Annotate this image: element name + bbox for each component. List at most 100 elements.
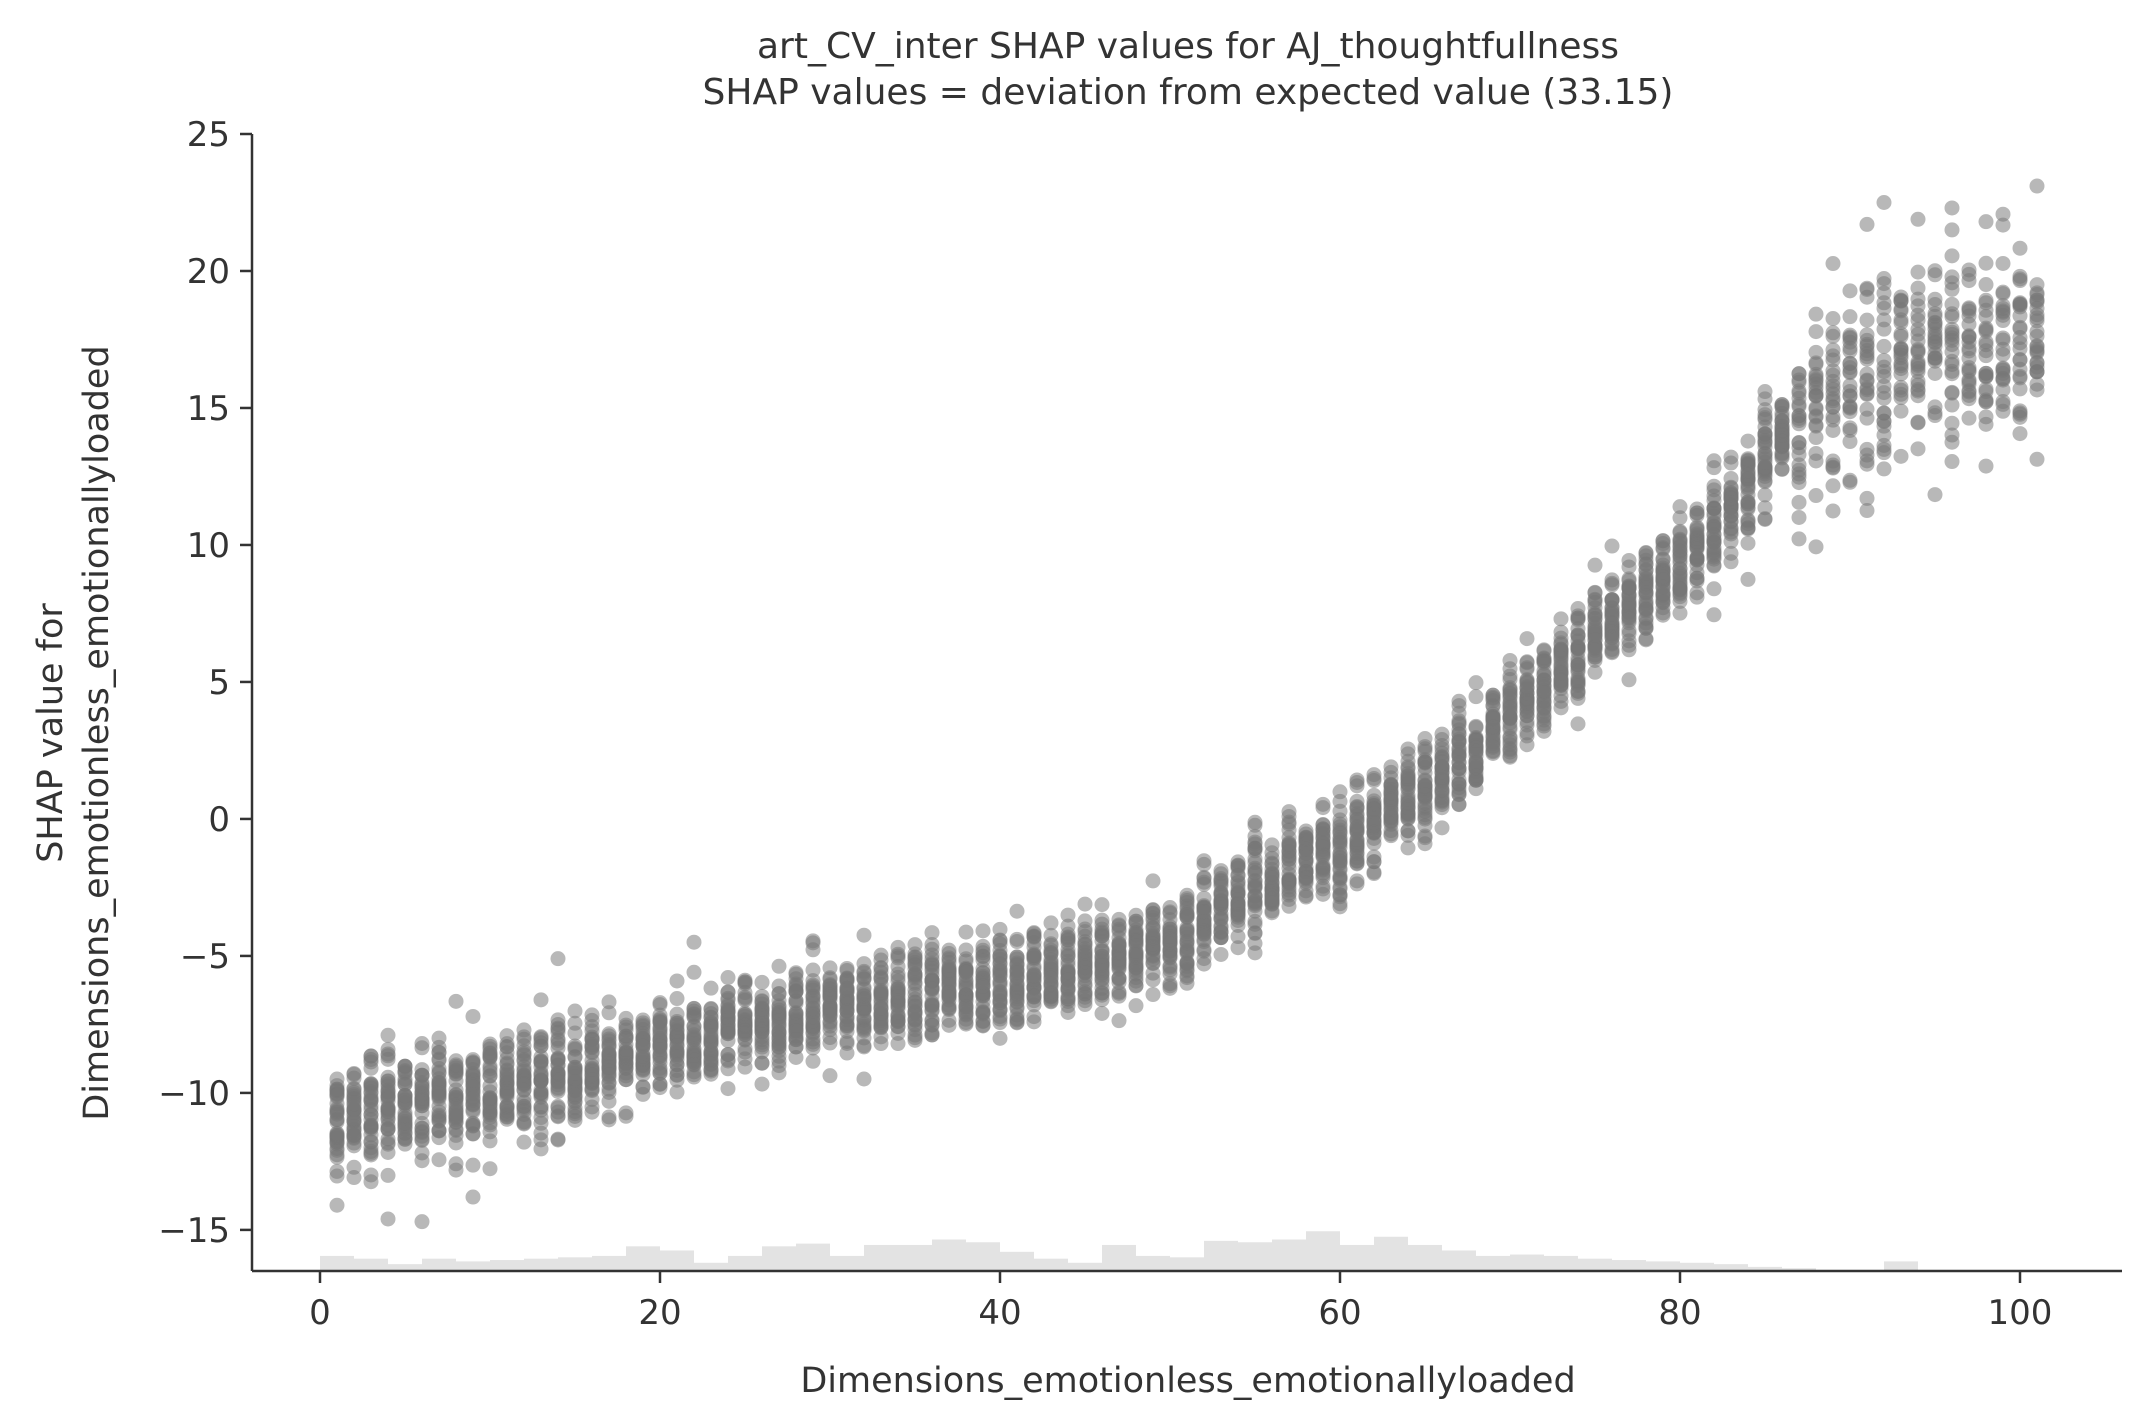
scatter-point [1825, 311, 1841, 327]
scatter-point [1893, 347, 1909, 363]
scatter-point [1604, 592, 1620, 608]
scatter-point [1842, 355, 1858, 371]
scatter-point [431, 1051, 447, 1067]
scatter-point [550, 1104, 566, 1120]
scatter-point [448, 993, 464, 1009]
scatter-point [1349, 831, 1365, 847]
scatter-point [1553, 643, 1569, 659]
scatter-point [1179, 894, 1195, 910]
scatter-point [941, 1002, 957, 1018]
scatter-point [1604, 577, 1620, 593]
y-tick-label: −15 [158, 1211, 230, 1251]
scatter-point [1230, 882, 1246, 898]
scatter-point [1757, 459, 1773, 475]
scatter-point [1638, 556, 1654, 572]
scatter-point [669, 1084, 685, 1100]
scatter-point [363, 1048, 379, 1064]
scatter-point [1298, 870, 1314, 886]
scatter-point [1808, 453, 1824, 469]
scatter-point [465, 1008, 481, 1024]
scatter-point [1927, 399, 1943, 415]
scatter-point [669, 973, 685, 989]
scatter-point [1961, 328, 1977, 344]
scatter-point [1927, 334, 1943, 350]
scatter-point [1995, 206, 2011, 222]
scatter-point [1570, 716, 1586, 732]
scatter-point [873, 971, 889, 987]
scatter-point [1434, 726, 1450, 742]
scatter-point [329, 1087, 345, 1103]
scatter-point [1859, 490, 1875, 506]
scatter-point [1621, 579, 1637, 595]
scatter-point [1587, 619, 1603, 635]
scatter-point [1094, 897, 1110, 913]
scatter-point [1791, 509, 1807, 525]
scatter-point [533, 1029, 549, 1045]
scatter-point [1876, 338, 1892, 354]
scatter-point [703, 1006, 719, 1022]
scatter-point [686, 964, 702, 980]
scatter-point [958, 987, 974, 1003]
scatter-point [550, 1040, 566, 1056]
scatter-point [1145, 873, 1161, 889]
scatter-point [1230, 860, 1246, 876]
scatter-point [771, 958, 787, 974]
scatter-point [1655, 569, 1671, 585]
scatter-point [533, 1089, 549, 1105]
scatter-point [1604, 616, 1620, 632]
scatter-point [873, 984, 889, 1000]
scatter-point [1315, 865, 1331, 881]
scatter-point [924, 998, 940, 1014]
scatter-point [1927, 317, 1943, 333]
scatter-point [584, 1099, 600, 1115]
scatter-point [1128, 947, 1144, 963]
scatter-point [1978, 309, 1994, 325]
scatter-point [890, 1025, 906, 1041]
scatter-point [1213, 930, 1229, 946]
scatter-point [516, 1134, 532, 1150]
scatter-point [1961, 376, 1977, 392]
scatter-point [1791, 531, 1807, 547]
x-tick-label: 60 [1318, 1293, 1361, 1333]
scatter-point [754, 974, 770, 990]
scatter-point [1961, 262, 1977, 278]
scatter-point [1672, 593, 1688, 609]
scatter-point [1502, 652, 1518, 668]
scatter-point [635, 1038, 651, 1054]
scatter-point [1944, 306, 1960, 322]
scatter-point [1247, 877, 1263, 893]
scatter-point [1247, 817, 1263, 833]
scatter-point [1808, 371, 1824, 387]
scatter-point [1247, 916, 1263, 932]
scatter-point [1978, 394, 1994, 410]
chart-title: art_CV_inter SHAP values for AJ_thoughtf… [757, 26, 1619, 67]
scatter-point [1808, 417, 1824, 433]
scatter-point [1536, 723, 1552, 739]
scatter-point [1978, 320, 1994, 336]
scatter-point [465, 1062, 481, 1078]
scatter-point [1791, 494, 1807, 510]
scatter-point [975, 923, 991, 939]
scatter-point [1825, 256, 1841, 272]
scatter-point [1196, 856, 1212, 872]
histogram-bar [728, 1255, 762, 1271]
scatter-point [873, 960, 889, 976]
scatter-point [805, 962, 821, 978]
scatter-point [1961, 360, 1977, 376]
scatter-point [669, 1057, 685, 1073]
scatter-point [1196, 874, 1212, 890]
scatter-point [1774, 397, 1790, 413]
scatter-point [1910, 341, 1926, 357]
scatter-point [1332, 896, 1348, 912]
scatter-point [822, 1007, 838, 1023]
scatter-point [2029, 324, 2045, 340]
scatter-point [1383, 823, 1399, 839]
histogram-bar [1408, 1244, 1442, 1271]
scatter-point [1162, 978, 1178, 994]
scatter-point [975, 978, 991, 994]
scatter-point [1570, 628, 1586, 644]
scatter-point [1400, 827, 1416, 843]
scatter-point [856, 1038, 872, 1054]
scatter-point [941, 962, 957, 978]
scatter-point [1043, 970, 1059, 986]
